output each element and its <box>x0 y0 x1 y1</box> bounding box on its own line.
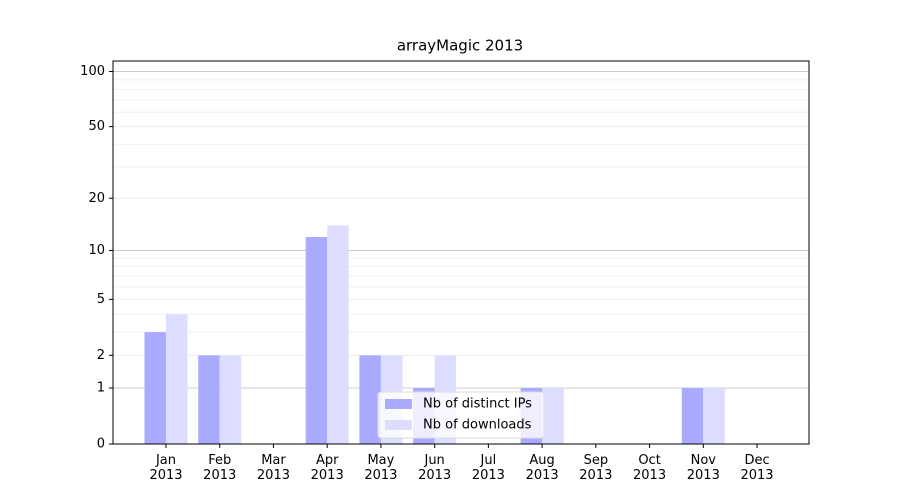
plot-frame <box>112 60 810 445</box>
chart-title: arrayMagic 2013 <box>397 37 523 55</box>
y-tick-label: 0 <box>97 437 105 452</box>
legend-swatch <box>385 420 412 430</box>
legend-box <box>377 391 545 439</box>
x-tick-label: May 2013 <box>364 453 398 483</box>
bar <box>359 355 381 444</box>
bar <box>166 314 188 444</box>
bar <box>327 225 349 444</box>
bar <box>681 388 704 444</box>
y-tick-label: 100 <box>80 64 105 79</box>
x-tick-label: Oct 2013 <box>633 453 667 483</box>
bar <box>198 355 220 444</box>
y-tick-label: 20 <box>88 191 105 206</box>
x-tick-label: Nov 2013 <box>686 453 720 483</box>
legend-label: Nb of distinct IPs <box>423 397 532 412</box>
y-tick-label: 1 <box>97 381 105 396</box>
bar <box>144 332 166 444</box>
x-tick-label: Dec 2013 <box>740 453 774 483</box>
x-tick-label: Sep 2013 <box>579 453 613 483</box>
legend-label: Nb of downloads <box>423 418 532 433</box>
bar <box>703 388 725 444</box>
x-tick-label: Jan 2013 <box>149 453 183 483</box>
y-tick-label: 5 <box>97 292 105 307</box>
legend: Nb of distinct IPs Nb of downloads <box>377 391 545 439</box>
y-tick-label: 50 <box>88 119 105 134</box>
x-tick-label: Aug 2013 <box>525 453 559 483</box>
grid <box>113 70 809 389</box>
x-tick-label: Mar 2013 <box>256 453 290 483</box>
x-tick-label: Feb 2013 <box>203 453 237 483</box>
x-tick-label: Apr 2013 <box>310 453 344 483</box>
bar <box>542 388 564 444</box>
x-tick-label: Jun 2013 <box>418 453 452 483</box>
x-tick-label: Jul 2013 <box>471 453 505 483</box>
bar <box>219 355 242 444</box>
y-tick-label: 2 <box>97 348 105 363</box>
y-tick-label: 10 <box>88 243 105 258</box>
legend-swatch <box>385 399 412 409</box>
bar <box>305 236 328 444</box>
